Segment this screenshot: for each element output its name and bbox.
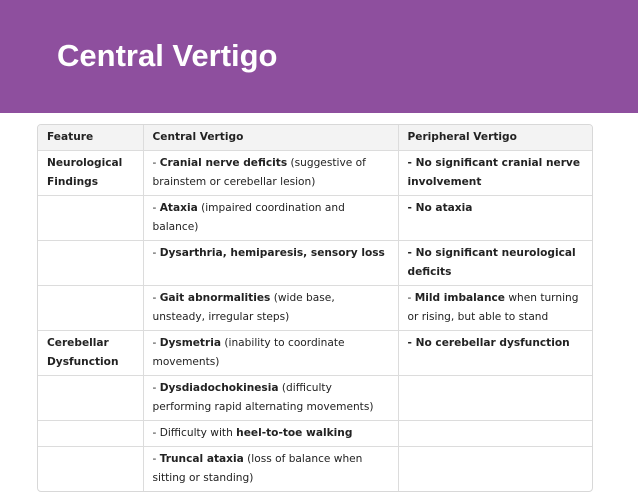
bold-text: Dysarthria, hemiparesis, sensory loss <box>159 247 385 259</box>
table-cell: - No significant neurological deficits <box>397 240 592 286</box>
table-row: - Difficulty with heel-to-toe walking <box>38 420 592 447</box>
table-cell: - No significant cranial nerve involveme… <box>397 150 592 196</box>
bold-text: Gait abnormalities <box>159 292 271 304</box>
bold-text: Dysmetria <box>159 337 221 349</box>
column-header: Feature <box>38 125 144 151</box>
column-header: Peripheral Vertigo <box>397 125 592 151</box>
table-row: - Dysdiadochokinesia (difficulty perform… <box>38 375 592 421</box>
bold-text: Cranial nerve deficits <box>159 157 288 169</box>
text: (difficulty performing rapid alternating… <box>152 382 374 413</box>
table-cell: - Cranial nerve deficits (suggestive of … <box>142 150 399 196</box>
table-cell: Cerebellar Dysfunction <box>38 330 144 376</box>
table-cell: - No ataxia <box>397 195 592 241</box>
bold-text: Neurological Findings <box>47 157 123 188</box>
table-cell <box>38 375 144 421</box>
table-cell: - Dysmetria (inability to coordinate mov… <box>142 330 399 376</box>
bold-text: Ataxia <box>159 202 198 214</box>
table-cell: - Dysdiadochokinesia (difficulty perform… <box>142 375 399 421</box>
bold-text: Mild imbalance <box>414 292 505 304</box>
text: - <box>152 292 160 304</box>
table-row: - Gait abnormalities (wide base, unstead… <box>38 285 592 331</box>
table-cell <box>38 420 144 447</box>
text: (inability to coordinate movements) <box>152 337 345 368</box>
table-row: - Truncal ataxia (loss of balance when s… <box>38 446 592 491</box>
text: - <box>152 157 160 169</box>
table-row: Cerebellar Dysfunction - Dysmetria (inabi… <box>38 330 592 376</box>
bold-text: Truncal ataxia <box>159 453 244 465</box>
text: (impaired coordination and balance) <box>152 202 345 233</box>
bold-text: - No significant neurological deficits <box>407 247 576 278</box>
table-cell: - Mild imbalance when turning or rising,… <box>397 285 592 331</box>
text: (suggestive of brainstem or cerebellar l… <box>152 157 366 188</box>
text: when turning or rising, but able to stan… <box>407 292 579 323</box>
text: - <box>407 292 415 304</box>
table-cell <box>397 420 592 447</box>
bold-text: - No ataxia <box>407 202 473 214</box>
text: - <box>152 382 160 394</box>
text: (wide base, unsteady, irregular steps) <box>152 292 335 323</box>
text: - Difficulty with <box>152 427 237 439</box>
table-row: - Dysarthria, hemiparesis, sensory loss -… <box>38 240 592 286</box>
table-cell: - Ataxia (impaired coordination and bala… <box>142 195 399 241</box>
table-cell <box>38 195 144 241</box>
table-frame: Feature Central Vertigo Peripheral Vertigo… <box>37 124 593 492</box>
column-header: Central Vertigo <box>142 125 399 151</box>
text: - <box>152 453 160 465</box>
table-cell: - Difficulty with heel-to-toe walking <box>142 420 399 447</box>
header-band <box>0 0 638 113</box>
text: - <box>152 247 160 259</box>
text: - <box>152 337 160 349</box>
bold-text: heel-to-toe walking <box>236 427 353 439</box>
bold-text: Cerebellar Dysfunction <box>47 337 119 368</box>
comparison-table: Feature Central Vertigo Peripheral Vertigo… <box>38 125 592 491</box>
table-cell: Neurological Findings <box>38 150 144 196</box>
bold-text: - No cerebellar dysfunction <box>407 337 570 349</box>
table-cell <box>38 240 144 286</box>
table-row: - Ataxia (impaired coordination and bala… <box>38 195 592 241</box>
table-cell: - No cerebellar dysfunction <box>397 330 592 376</box>
slide-title: Central Vertigo <box>57 38 278 73</box>
table-row: Neurological Findings - Cranial nerve def… <box>38 150 592 196</box>
table-cell: - Gait abnormalities (wide base, unstead… <box>142 285 399 331</box>
table-cell <box>397 375 592 421</box>
bold-text: Dysdiadochokinesia <box>159 382 279 394</box>
bold-text: - No significant cranial nerve involveme… <box>407 157 581 188</box>
table-cell <box>397 446 592 491</box>
header-row: Feature Central Vertigo Peripheral Vertigo <box>38 125 592 151</box>
table-cell: - Truncal ataxia (loss of balance when s… <box>142 446 399 491</box>
text: - <box>152 202 160 214</box>
table-cell: - Dysarthria, hemiparesis, sensory loss <box>142 240 399 286</box>
table-cell <box>38 285 144 331</box>
table-cell <box>38 446 144 491</box>
